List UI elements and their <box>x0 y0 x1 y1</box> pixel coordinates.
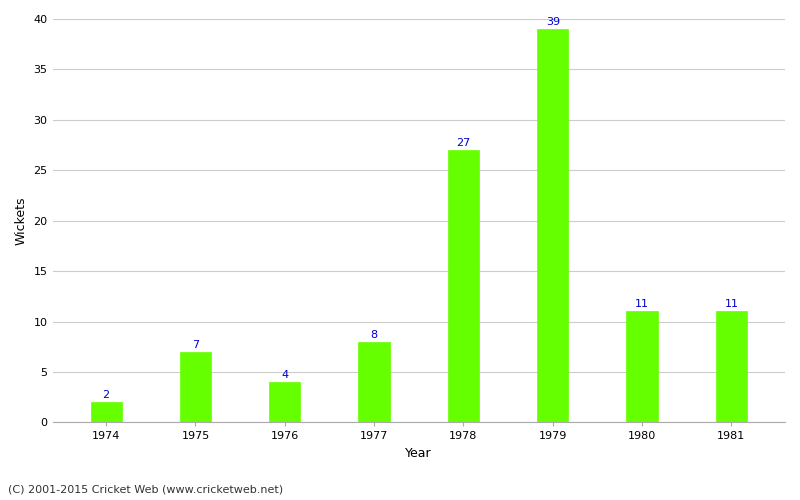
Text: 7: 7 <box>192 340 199 350</box>
Text: 8: 8 <box>370 330 378 340</box>
Bar <box>358 342 390 422</box>
Bar <box>626 312 658 422</box>
Bar <box>448 150 479 422</box>
Text: 39: 39 <box>546 17 560 27</box>
Bar <box>716 312 747 422</box>
Bar <box>180 352 211 422</box>
Bar <box>269 382 301 422</box>
X-axis label: Year: Year <box>406 447 432 460</box>
Bar <box>537 29 568 422</box>
Text: (C) 2001-2015 Cricket Web (www.cricketweb.net): (C) 2001-2015 Cricket Web (www.cricketwe… <box>8 485 283 495</box>
Text: 27: 27 <box>456 138 470 148</box>
Y-axis label: Wickets: Wickets <box>15 196 28 245</box>
Text: 11: 11 <box>725 300 738 310</box>
Bar <box>90 402 122 422</box>
Text: 11: 11 <box>635 300 649 310</box>
Text: 4: 4 <box>282 370 288 380</box>
Text: 2: 2 <box>102 390 110 400</box>
